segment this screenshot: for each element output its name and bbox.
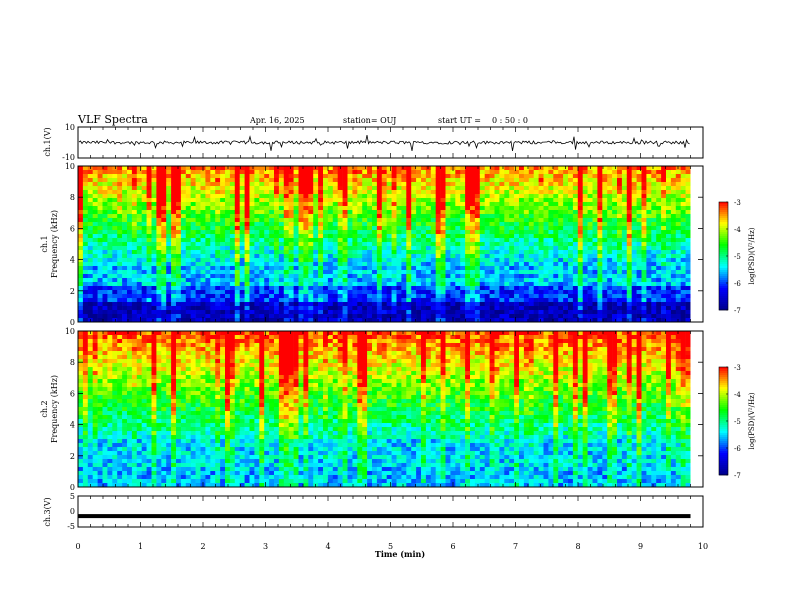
colorbar-label: log(PSD)(V²/Hz) <box>748 227 756 284</box>
colorbar-tick: -6 <box>734 445 741 453</box>
start-label: start UT = <box>438 116 481 125</box>
colorbar-tick: -7 <box>734 307 741 315</box>
xtick-label: 7 <box>513 542 518 551</box>
ch3-ytick-mid: 0 <box>70 507 75 516</box>
colorbar-tick: -5 <box>734 253 741 261</box>
ytick-label: 10 <box>65 162 75 171</box>
ytick-label: 6 <box>70 224 75 233</box>
xtick-label: 3 <box>263 542 268 551</box>
ch3-trace <box>78 514 691 519</box>
colorbar-label: log(PSD)(V²/Hz) <box>748 392 756 449</box>
start-time: 0 : 50 : 0 <box>492 116 528 125</box>
date-label: Apr. 16, 2025 <box>249 116 305 125</box>
ch1-colorbar: -3 -4 -5 -6 -7 log(PSD)(V²/Hz) <box>718 199 756 315</box>
ch3-ytick-top: 5 <box>70 492 75 501</box>
colorbar-tick: -4 <box>734 226 741 234</box>
xtick-label: 6 <box>450 542 455 551</box>
xtick-label: 0 <box>75 542 80 551</box>
ch1-ytick-bottom: -10 <box>62 153 75 162</box>
ch1-ylabel: ch.1(V) <box>43 127 52 156</box>
ch2-spectrogram-panel: 0 2 4 6 8 10 ch.2 Frequency (kHz) -3 -4 -5 -6 -7 l… <box>40 327 756 492</box>
ch1-spec-ylabel-channel: ch.1 <box>40 235 49 252</box>
ch3-ylabel: ch.3(V) <box>43 497 52 526</box>
colorbar-tick: -6 <box>734 280 741 288</box>
ytick-label: 0 <box>70 318 75 327</box>
ytick-label: 2 <box>70 287 75 296</box>
ch2-spec-ylabel-channel: ch.2 <box>40 400 49 417</box>
colorbar-tick: -7 <box>734 472 741 480</box>
colorbar-tick: -3 <box>734 364 741 372</box>
ch1-trace <box>78 135 690 151</box>
xtick-label: 2 <box>200 542 205 551</box>
colorbar-tick: -3 <box>734 199 741 207</box>
ytick-label: 4 <box>70 256 75 265</box>
ch1-ytick-top: 10 <box>65 123 75 132</box>
colorbar-tick: -4 <box>734 391 741 399</box>
ch3-ytick-bottom: -5 <box>67 522 75 531</box>
ytick-label: 0 <box>70 483 75 492</box>
ytick-label: 4 <box>70 421 75 430</box>
ch3-panel: 5 0 -5 ch.3(V) <box>43 492 704 531</box>
ch1-spectrogram-panel: 0 2 4 6 8 10 ch.1 Frequency (kHz) -3 -4 -5 -6 -7 l… <box>40 162 756 327</box>
ytick-label: 8 <box>70 358 75 367</box>
ytick-label: 2 <box>70 452 75 461</box>
colorbar-tick: -5 <box>734 418 741 426</box>
chart-title: VLF Spectra <box>77 113 148 126</box>
ytick-label: 8 <box>70 193 75 202</box>
xtick-label: 9 <box>638 542 643 551</box>
time-axis: 0 1 2 3 4 5 6 7 8 9 10 <box>75 127 708 551</box>
xtick-label: 8 <box>575 542 580 551</box>
xtick-label: 5 <box>388 542 393 551</box>
ytick-label: 10 <box>65 327 75 336</box>
x-axis-label: Time (min) <box>375 549 425 559</box>
xtick-label: 10 <box>698 542 708 551</box>
ch1-spectrogram <box>78 166 703 323</box>
xtick-label: 4 <box>325 542 330 551</box>
ytick-label: 6 <box>70 389 75 398</box>
ch1-spec-ylabel: Frequency (kHz) <box>50 210 59 278</box>
station-label: station= OUJ <box>343 116 396 125</box>
ch2-spec-ylabel: Frequency (kHz) <box>50 375 59 443</box>
ch2-spectrogram <box>78 331 703 488</box>
xtick-label: 1 <box>138 542 143 551</box>
ch1-waveform-panel: 10 -10 ch.1(V) <box>43 123 704 162</box>
ch2-colorbar: -3 -4 -5 -6 -7 log(PSD)(V²/Hz) <box>718 364 756 480</box>
